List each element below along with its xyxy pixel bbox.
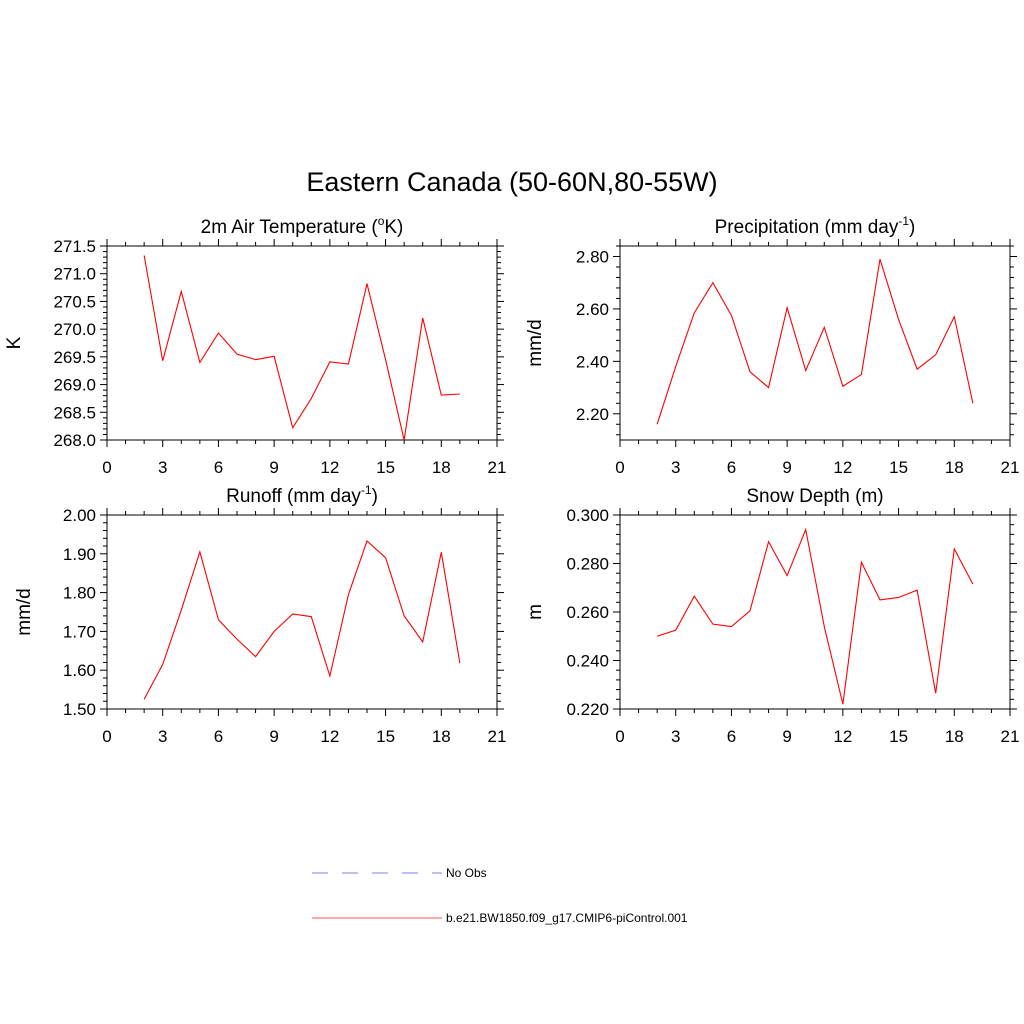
- series-line: [143, 540, 461, 700]
- y-tick-label: 0.300: [566, 506, 609, 525]
- x-tick-label: 18: [432, 458, 451, 477]
- x-tick-label: 15: [889, 727, 908, 746]
- x-tick-label: 18: [945, 727, 964, 746]
- panel-title-superscript: -1: [361, 483, 372, 497]
- legend-label: b.e21.BW1850.f09_g17.CMIP6-piControl.001: [446, 911, 688, 925]
- panel-title-text: Snow Depth (m): [746, 486, 883, 507]
- panel-title: Snow Depth (m): [746, 486, 883, 507]
- x-tick-label: 21: [1001, 458, 1020, 477]
- panel-title-superscript: o: [378, 214, 385, 228]
- panels: 2m Air Temperature (oK)0 3 6 9 12 15 18 21268.0…: [4, 214, 1019, 746]
- panel-1: 2m Air Temperature (oK) 0 3 6 9 12 15 18 21 268.0…: [4, 214, 506, 477]
- plot-frame: [106, 514, 498, 710]
- y-tick-label: 271.0: [53, 265, 96, 284]
- panel-title: Precipitation (mm day-1): [715, 214, 916, 238]
- panel-title-text: Runoff (mm day: [226, 486, 361, 507]
- y-tick-label: 1.70: [63, 622, 96, 641]
- y-axis-label: mm/d: [14, 588, 35, 636]
- x-tick-label: 0: [102, 727, 111, 746]
- x-tick-label: 12: [833, 727, 852, 746]
- series-line: [656, 258, 974, 425]
- x-tick-label: 0: [615, 458, 624, 477]
- x-tick-label: 0: [102, 458, 111, 477]
- series-line: [143, 255, 460, 441]
- y-tick-label: 269.5: [53, 348, 96, 367]
- legend: No Obs b.e21.BW1850.f09_g17.CMIP6-piContr…: [312, 866, 688, 925]
- plot-frame: [106, 245, 498, 441]
- legend-label: No Obs: [446, 866, 487, 880]
- y-tick-label: 2.20: [576, 405, 609, 424]
- y-tick-label: 0.280: [566, 555, 609, 574]
- y-axis-label: m: [525, 604, 546, 620]
- y-tick-label: 2.40: [576, 352, 609, 371]
- x-tick-label: 3: [158, 727, 167, 746]
- panel-title-superscript: -1: [898, 214, 909, 228]
- x-tick-label: 18: [945, 458, 964, 477]
- panel-3: Runoff (mm day-1) 0 3 6 9 12 15 18 21 1.50 1.60 1.7…: [14, 483, 506, 746]
- y-tick-label: 268.5: [53, 403, 96, 422]
- panel-title-tail: ): [372, 486, 378, 507]
- y-tick-label: 1.50: [63, 700, 96, 719]
- panel-4: Snow Depth (m) 0 3 6 9 12 15 18 21 0.220 0.240 0.26…: [525, 486, 1019, 746]
- x-tick-label: 0: [615, 727, 624, 746]
- y-tick-label: 1.80: [63, 584, 96, 603]
- y-tick-label: 268.0: [53, 431, 96, 450]
- y-tick-label: 270.0: [53, 320, 96, 339]
- x-tick-label: 6: [214, 727, 223, 746]
- y-tick-label: 0.240: [566, 652, 609, 671]
- x-tick-label: 9: [782, 727, 791, 746]
- x-tick-label: 3: [158, 458, 167, 477]
- x-tick-label: 6: [727, 727, 736, 746]
- y-tick-label: 270.5: [53, 292, 96, 311]
- x-tick-label: 18: [432, 727, 451, 746]
- y-tick-label: 2.80: [576, 247, 609, 266]
- y-tick-label: 0.260: [566, 603, 609, 622]
- panel-title-tail: K): [384, 217, 403, 238]
- panel-title: Runoff (mm day-1): [226, 483, 378, 507]
- x-tick-label: 21: [1001, 727, 1020, 746]
- x-tick-label: 12: [833, 458, 852, 477]
- x-tick-label: 12: [320, 727, 339, 746]
- series-line: [656, 527, 974, 705]
- y-axis-label: K: [4, 336, 25, 349]
- y-axis-label: mm/d: [525, 319, 546, 367]
- x-tick-label: 21: [488, 458, 507, 477]
- y-tick-label: 0.220: [566, 700, 609, 719]
- x-tick-label: 15: [376, 458, 395, 477]
- x-tick-label: 6: [727, 458, 736, 477]
- y-tick-label: 1.90: [63, 545, 96, 564]
- x-tick-label: 15: [376, 727, 395, 746]
- x-tick-label: 15: [889, 458, 908, 477]
- panel-title-text: Precipitation (mm day: [715, 217, 899, 238]
- panel-title: 2m Air Temperature (oK): [201, 214, 404, 238]
- plot-frame: [619, 245, 1011, 441]
- x-tick-label: 6: [214, 458, 223, 477]
- panel-2: Precipitation (mm day-1) 0 3 6 9 12 15 18 21 2.20…: [525, 214, 1019, 477]
- x-tick-label: 21: [488, 727, 507, 746]
- figure-title: Eastern Canada (50-60N,80-55W): [306, 167, 717, 197]
- x-tick-label: 12: [320, 458, 339, 477]
- panel-title-tail: ): [909, 217, 915, 238]
- x-tick-label: 3: [671, 458, 680, 477]
- y-tick-label: 271.5: [53, 237, 96, 256]
- x-tick-label: 9: [782, 458, 791, 477]
- x-tick-label: 9: [269, 727, 278, 746]
- y-tick-label: 1.60: [63, 661, 96, 680]
- panel-title-text: 2m Air Temperature (: [201, 217, 379, 238]
- x-tick-label: 3: [671, 727, 680, 746]
- y-tick-label: 2.00: [63, 506, 96, 525]
- y-tick-label: 2.60: [576, 300, 609, 319]
- plot-frame: [619, 514, 1011, 710]
- y-tick-label: 269.0: [53, 376, 96, 395]
- x-tick-label: 9: [269, 458, 278, 477]
